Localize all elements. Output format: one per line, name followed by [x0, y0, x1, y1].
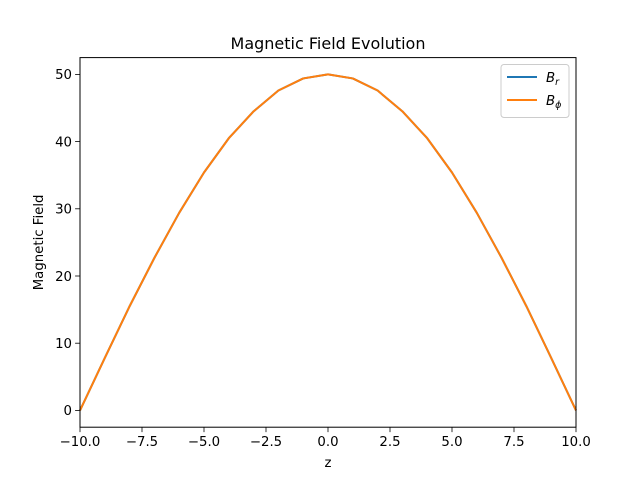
plot-lines	[79, 73, 577, 411]
legend-label-bphi-base: B	[546, 94, 555, 109]
y-axis-ticks: 0 10 20 30 40 50	[55, 68, 80, 419]
y-tick-label: 30	[55, 203, 72, 218]
plot-frame	[79, 57, 577, 428]
y-tick-label: 20	[55, 270, 72, 285]
chart-title: Magnetic Field Evolution	[231, 34, 426, 53]
x-tick-label: −5.0	[188, 435, 220, 450]
x-tick-label: −7.5	[126, 435, 158, 450]
x-tick-label: −10.0	[60, 435, 101, 450]
x-tick-label: 5.0	[441, 435, 462, 450]
legend-label-bphi: Bϕ	[546, 94, 561, 111]
legend-label-br: Br	[546, 71, 560, 88]
x-tick-label: 7.5	[503, 435, 524, 450]
legend-label-bphi-sub: ϕ	[555, 100, 561, 111]
legend-label-br-sub: r	[555, 77, 560, 88]
legend: Br Bϕ	[500, 64, 570, 118]
y-tick-label: 10	[55, 337, 72, 352]
legend-label-br-base: B	[546, 71, 555, 86]
y-tick-label: 40	[55, 135, 72, 150]
x-axis-ticks: −10.0 −7.5 −5.0 −2.5 0.0 2.5 5.0 7.5 10.0	[60, 427, 591, 450]
x-tick-label: 0.0	[317, 435, 338, 450]
y-tick-label: 50	[55, 68, 72, 83]
y-axis-label: Magnetic Field	[32, 194, 47, 290]
series-line-bphi	[79, 73, 577, 411]
x-tick-label: 2.5	[379, 435, 400, 450]
y-tick-label: 0	[64, 404, 72, 419]
x-tick-label: −2.5	[250, 435, 282, 450]
x-axis-label: z	[325, 456, 332, 471]
x-tick-label: 10.0	[561, 435, 591, 450]
